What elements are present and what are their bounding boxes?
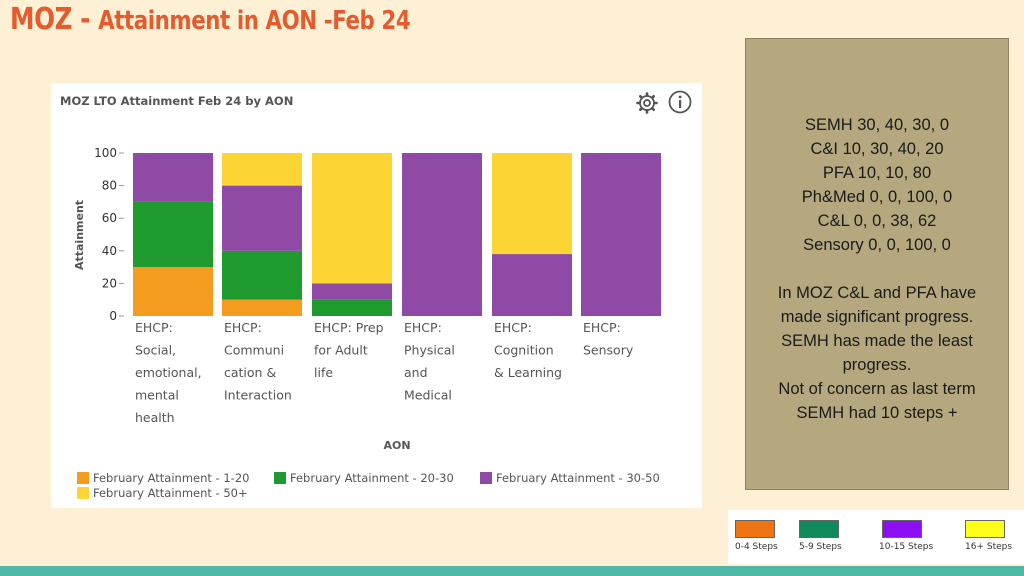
steps-key: 0-4 Steps 5-9 Steps 10-15 Steps 16+ Steps	[728, 510, 1024, 564]
summary-line: PFA 10, 10, 80	[822, 164, 932, 182]
x-tick-label: EHCP:	[224, 320, 262, 335]
bar-segment	[581, 153, 661, 316]
legend-label: February Attainment - 1-20	[93, 471, 249, 485]
key-label: 10-15 Steps	[879, 542, 934, 552]
bar-segment	[312, 299, 392, 316]
y-tick-label: 80	[102, 179, 117, 193]
x-axis-label: AON	[383, 439, 410, 452]
x-tick-label: Social,	[135, 343, 176, 358]
bar-segment	[492, 153, 572, 255]
y-tick-label: 40	[102, 244, 117, 258]
bar-segment	[222, 185, 302, 251]
summary-line: In MOZ C&L and PFA have	[777, 284, 977, 302]
summary-text: SEMH 30, 40, 30, 0 C&I 10, 30, 40, 20 PFA …	[746, 113, 1008, 425]
legend-swatch	[274, 472, 286, 484]
key-swatch	[735, 520, 775, 538]
bar-segment	[222, 250, 302, 300]
bar-segment	[133, 267, 213, 316]
y-tick-label: 60	[102, 211, 117, 225]
summary-line: SEMH has made the least	[781, 332, 973, 350]
summary-spacer	[750, 257, 1004, 281]
stacked-bar-chart: 0 20 40 60 80 100 Attainment EHCP: Social, emotio…	[73, 146, 661, 500]
key-label: 0-4 Steps	[735, 542, 778, 552]
title-prefix: MOZ -	[10, 2, 99, 37]
x-tick-label: Medical	[404, 388, 452, 403]
key-swatch	[882, 520, 922, 538]
bar-segment	[133, 153, 213, 202]
chart-title: MOZ LTO Attainment Feb 24 by AON	[60, 94, 294, 108]
summary-line: C&L 0, 0, 38, 62	[817, 212, 937, 230]
x-tick-label: EHCP:	[494, 320, 532, 335]
legend-label: February Attainment - 30-50	[496, 471, 660, 485]
key-swatch	[799, 520, 839, 538]
summary-box: SEMH 30, 40, 30, 0 C&I 10, 30, 40, 20 PFA …	[745, 38, 1009, 490]
x-tick-label: EHCP:	[404, 320, 442, 335]
x-tick-label: & Learning	[494, 365, 562, 380]
x-tick-label: Sensory	[583, 343, 634, 358]
bar-segment	[222, 299, 302, 316]
legend-label: February Attainment - 20-30	[290, 471, 454, 485]
x-tick-label: EHCP:	[583, 320, 621, 335]
bar-segment	[133, 201, 213, 268]
legend-swatch	[77, 472, 89, 484]
x-tick-label: emotional,	[135, 365, 202, 380]
summary-line: Ph&Med 0, 0, 100, 0	[801, 188, 953, 206]
legend-swatch	[480, 472, 492, 484]
summary-line: SEMH 30, 40, 30, 0	[805, 116, 949, 134]
x-tick-label: health	[135, 410, 175, 425]
x-tick-label: mental	[135, 388, 179, 403]
summary-line: progress.	[842, 356, 912, 374]
bar-segment	[222, 153, 302, 186]
bar-segment	[312, 153, 392, 284]
summary-line: SEMH had 10 steps +	[796, 404, 958, 422]
y-tick-label: 100	[94, 146, 117, 160]
bar-segment	[402, 153, 482, 316]
title-text: Attainment in AON -Feb 24	[98, 6, 411, 36]
info-icon[interactable]	[668, 90, 692, 114]
y-axis-label: Attainment	[73, 200, 86, 270]
x-tick-label: EHCP: Prep	[314, 320, 384, 335]
chart-panel: MOZ LTO Attainment Feb 24 by AON 0 20 40 60…	[51, 83, 702, 508]
settings-gear-icon[interactable]	[635, 91, 659, 115]
summary-line: C&I 10, 30, 40, 20	[810, 140, 944, 158]
x-tick-label: life	[314, 365, 333, 380]
x-tick-label: for Adult	[314, 343, 368, 358]
bottom-strip	[0, 566, 1024, 576]
summary-line: made significant progress.	[780, 308, 974, 326]
summary-line: Sensory 0, 0, 100, 0	[803, 236, 951, 254]
bar-segment	[492, 254, 572, 316]
slide-title: MOZ - Attainment in AON -Feb 24	[10, 2, 411, 37]
x-tick-label: EHCP:	[135, 320, 173, 335]
x-tick-label: Cognition	[494, 343, 554, 358]
bar-segment	[312, 283, 392, 300]
legend-swatch	[77, 487, 89, 499]
y-tick-label: 20	[102, 276, 117, 290]
key-label: 5-9 Steps	[799, 542, 842, 552]
y-tick-label: 0	[109, 309, 117, 323]
x-tick-label: and	[404, 365, 428, 380]
key-label: 16+ Steps	[965, 542, 1013, 552]
x-tick-label: Physical	[404, 343, 455, 358]
summary-line: Not of concern as last term	[778, 380, 976, 398]
x-tick-label: cation &	[224, 365, 276, 380]
x-tick-label: Communi	[224, 343, 284, 358]
x-tick-label: Interaction	[224, 388, 292, 403]
legend-label: February Attainment - 50+	[93, 486, 248, 500]
key-swatch	[965, 520, 1005, 538]
